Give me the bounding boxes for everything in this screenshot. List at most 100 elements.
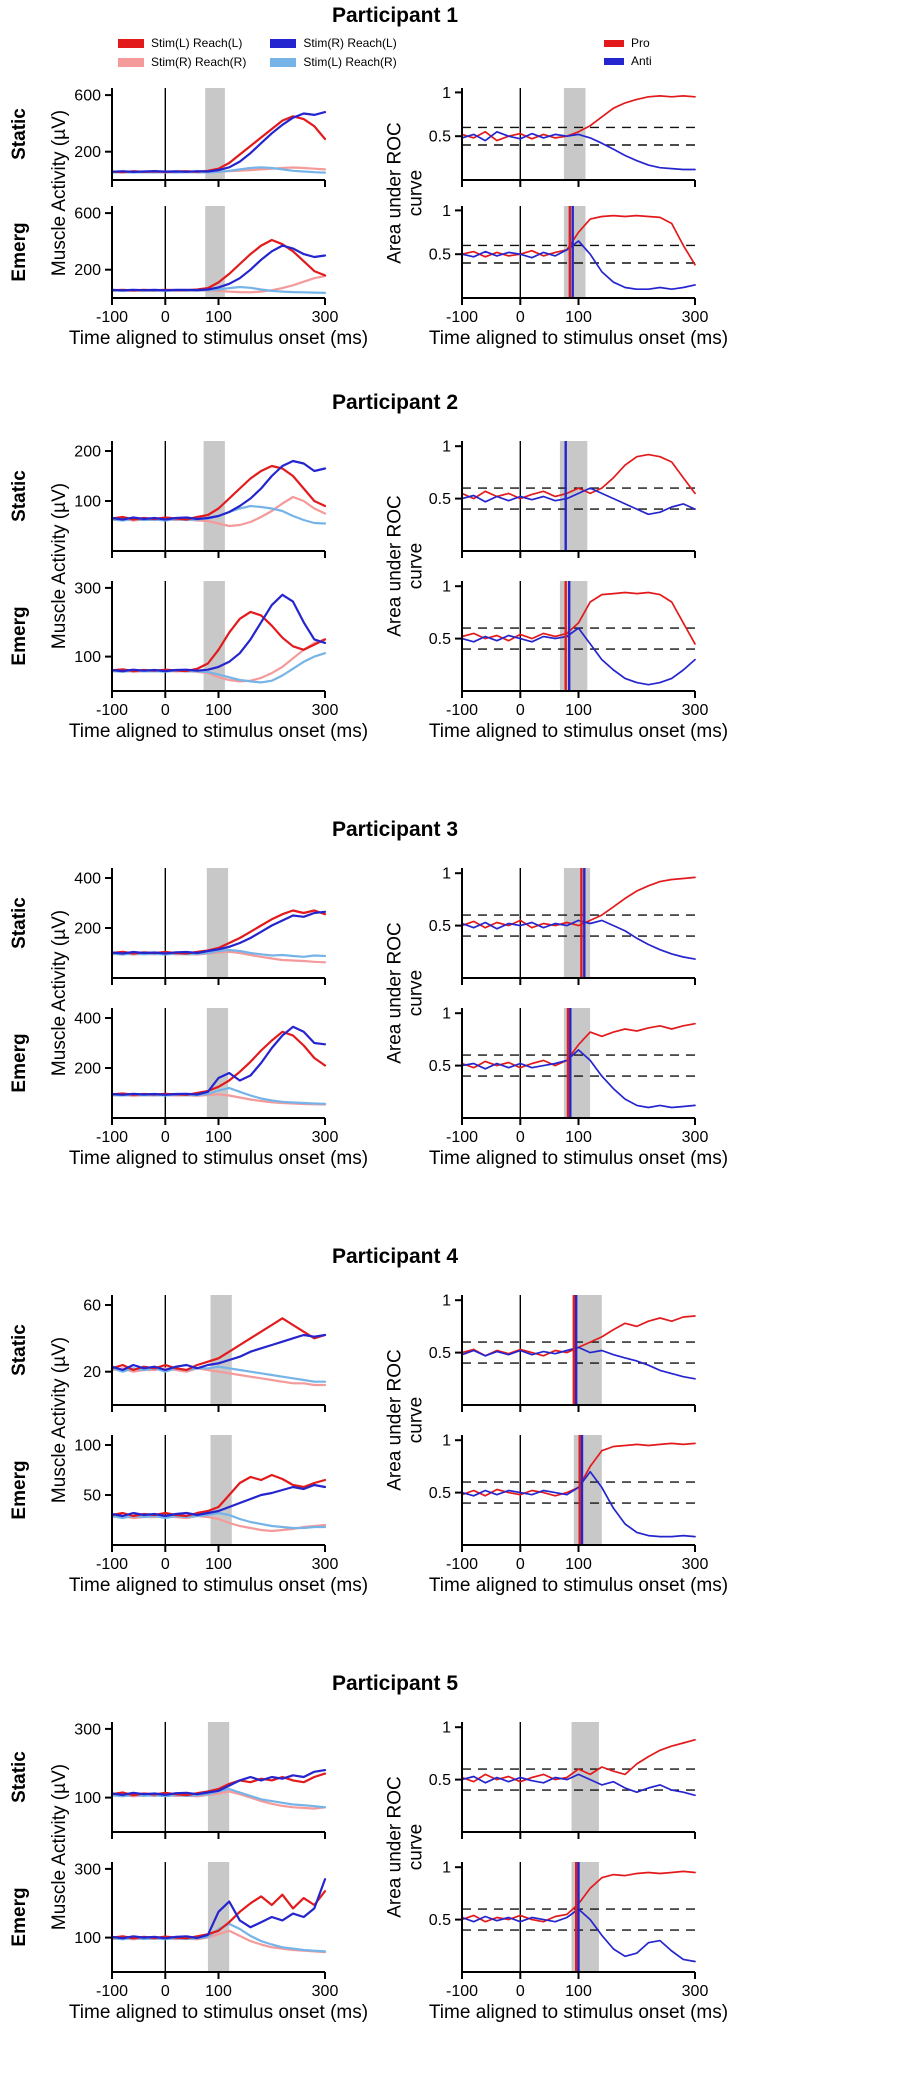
x-tick-label: 0 xyxy=(516,1129,525,1146)
y-tick-label: 400 xyxy=(74,1011,101,1028)
x-tick-label: 300 xyxy=(682,1129,709,1146)
x-tick-label: 300 xyxy=(682,702,709,719)
y-tick-label: 300 xyxy=(74,1721,101,1738)
y-tick-label: 200 xyxy=(74,262,101,279)
x-tick-label: 100 xyxy=(565,1556,592,1573)
roc-legend: Pro Anti xyxy=(604,36,652,68)
trace-stimR_reachL xyxy=(110,459,327,521)
emg-plot-emerg: 100 300 -100 0 100 300 xyxy=(74,1861,338,2000)
x-tick-label: -100 xyxy=(446,1556,478,1573)
row-label-static: Static xyxy=(9,1324,30,1376)
y-tick-label: 1 xyxy=(442,1720,451,1737)
legend-label: Stim(L) Reach(L) xyxy=(151,36,243,50)
emg-x-axis-title: Time aligned to stimulus onset (ms) xyxy=(68,721,369,742)
y-tick-label: 0.5 xyxy=(429,918,451,935)
y-tick-label: 0.5 xyxy=(429,1912,451,1929)
x-tick-label: 100 xyxy=(205,1129,232,1146)
y-tick-label: 0.5 xyxy=(429,1345,451,1362)
x-tick-label: 0 xyxy=(516,702,525,719)
roc-plot-static: 0.51 xyxy=(429,439,696,558)
trace-pro xyxy=(461,453,696,500)
row-label-emerg: Emerg xyxy=(9,1887,30,1947)
trace-pro xyxy=(461,591,696,645)
trace-stimR_reachL xyxy=(110,111,327,174)
row-label-static: Static xyxy=(9,108,30,160)
legend-item: Stim(L) Reach(L) xyxy=(118,36,246,50)
participant-section-5: Participant 5 Static Emerg Muscle Activi… xyxy=(0,1664,901,2091)
emg-plot-emerg: 100 300 -100 0 100 300 xyxy=(74,580,338,719)
roc-plot-static: 0.51 xyxy=(429,866,696,985)
x-tick-label: 300 xyxy=(682,309,709,326)
trace-stimR_reachL xyxy=(110,1333,327,1372)
trace-stimL_reachR xyxy=(110,1922,327,1953)
x-tick-label: -100 xyxy=(446,1129,478,1146)
trace-anti xyxy=(461,1773,696,1797)
x-tick-label: -100 xyxy=(96,702,128,719)
roc-x-axis-title: Time aligned to stimulus onset (ms) xyxy=(428,1575,729,1596)
participant-title: Participant 4 xyxy=(331,1245,459,1268)
y-tick-label: 50 xyxy=(83,1488,101,1505)
y-tick-label: 1 xyxy=(442,1860,451,1877)
emg-y-axis-label: Muscle Activity (µV) xyxy=(49,909,70,1077)
roc-y-axis-label: Area under ROC curve xyxy=(384,1776,427,1918)
x-tick-label: -100 xyxy=(446,1983,478,2000)
y-tick-label: 1 xyxy=(442,579,451,596)
y-tick-label: 0.5 xyxy=(429,631,451,648)
y-tick-label: 60 xyxy=(83,1298,101,1315)
trace-pro xyxy=(461,214,696,266)
legend-label: Anti xyxy=(631,54,652,68)
roc-plot-emerg: 0.5 1 -100 0 100 300 xyxy=(429,579,709,719)
trace-anti xyxy=(461,919,696,960)
trace-stimR_reachL xyxy=(110,1878,327,1940)
trace-stimR_reachL xyxy=(110,1483,327,1518)
y-tick-label: 20 xyxy=(83,1364,101,1381)
emg-x-axis-title: Time aligned to stimulus onset (ms) xyxy=(68,1148,369,1169)
x-tick-label: -100 xyxy=(96,1983,128,2000)
legend-swatch-pro xyxy=(604,39,624,47)
trace-stimR_reachL xyxy=(110,1768,327,1797)
trace-anti xyxy=(461,1346,696,1380)
x-tick-label: 0 xyxy=(516,309,525,326)
y-tick-label: 200 xyxy=(74,444,101,461)
trace-stimR_reachL xyxy=(110,910,327,955)
x-tick-label: -100 xyxy=(446,702,478,719)
x-tick-label: 300 xyxy=(312,1129,339,1146)
participant-title: Participant 5 xyxy=(331,1672,459,1695)
y-tick-label: 600 xyxy=(74,206,101,223)
legend-label: Stim(R) Reach(R) xyxy=(151,55,247,69)
y-tick-label: 100 xyxy=(74,1930,101,1947)
legend-item: Stim(R) Reach(L) xyxy=(270,36,397,50)
x-tick-label: 300 xyxy=(312,309,339,326)
row-label-emerg: Emerg xyxy=(9,222,30,282)
trace-stimR_reachL xyxy=(110,244,327,292)
x-tick-label: 0 xyxy=(161,1556,170,1573)
y-tick-label: 0.5 xyxy=(429,1485,451,1502)
legend-item: Anti xyxy=(604,54,652,68)
row-label-emerg: Emerg xyxy=(9,1033,30,1093)
emg-plot-emerg: 50 100 -100 0 100 300 xyxy=(74,1435,338,1573)
trace-stimL_reachR xyxy=(110,1511,327,1530)
x-tick-label: -100 xyxy=(96,1129,128,1146)
x-tick-label: 0 xyxy=(516,1556,525,1573)
roc-y-axis-label: Area under ROC curve xyxy=(384,1349,427,1491)
x-tick-label: 0 xyxy=(516,1983,525,2000)
x-tick-label: 0 xyxy=(161,702,170,719)
legend-label: Stim(L) Reach(R) xyxy=(303,55,397,69)
y-tick-label: 1 xyxy=(442,85,451,102)
x-tick-label: 100 xyxy=(565,309,592,326)
y-tick-label: 100 xyxy=(74,1790,101,1807)
x-tick-label: 100 xyxy=(565,1983,592,2000)
y-tick-label: 1 xyxy=(442,1293,451,1310)
trace-pro xyxy=(461,95,696,142)
y-tick-label: 200 xyxy=(74,144,101,161)
roc-x-axis-title: Time aligned to stimulus onset (ms) xyxy=(428,1148,729,1169)
trace-stimR_reachL xyxy=(110,1025,327,1096)
row-label-emerg: Emerg xyxy=(9,1460,30,1520)
x-tick-label: 300 xyxy=(682,1556,709,1573)
y-tick-label: 1 xyxy=(442,866,451,883)
emg-y-axis-label: Muscle Activity (µV) xyxy=(49,109,70,277)
roc-y-axis-label: Area under ROC curve xyxy=(384,495,427,637)
roc-plot-emerg: 0.5 1 -100 0 100 300 xyxy=(429,203,709,326)
y-tick-label: 0.5 xyxy=(429,1058,451,1075)
